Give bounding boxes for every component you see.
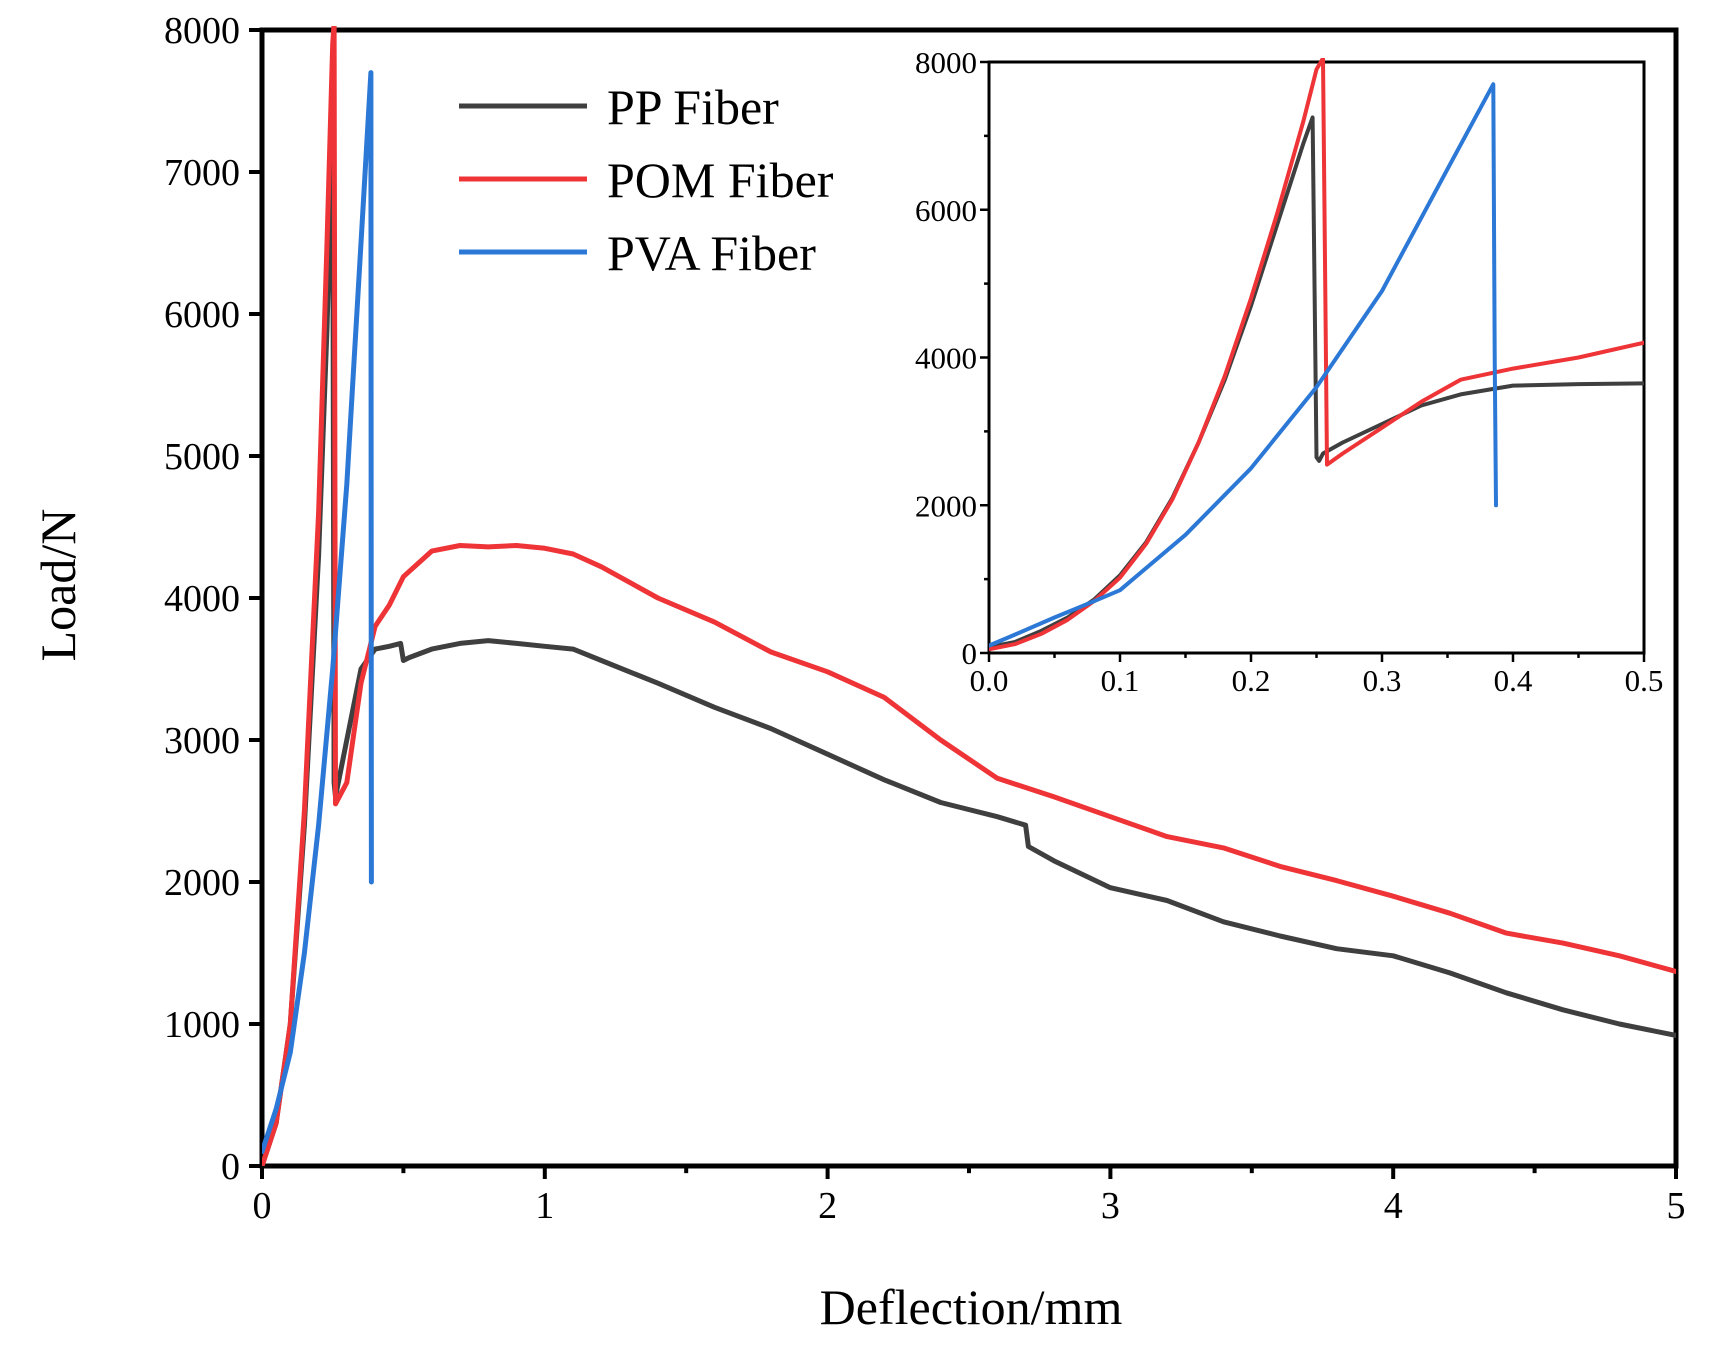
main-y-tick-label: 1000 bbox=[164, 1004, 240, 1046]
main-y-tick-label: 7000 bbox=[164, 152, 240, 194]
inset-y-tick-label: 8000 bbox=[915, 45, 977, 80]
legend-label-pva-fiber: PVA Fiber bbox=[607, 225, 816, 281]
inset-series-pva-fiber bbox=[989, 82, 1498, 648]
main-x-tick-label: 1 bbox=[535, 1185, 554, 1227]
inset-y-tick-label: 2000 bbox=[915, 488, 977, 523]
inset-x-tick-label: 0.4 bbox=[1494, 663, 1533, 698]
main-series-pva-fiber bbox=[262, 70, 374, 1155]
legend-label-pom-fiber: POM Fiber bbox=[607, 152, 834, 208]
main-y-tick-label: 6000 bbox=[164, 294, 240, 336]
legend: PP Fiber POM Fiber PVA Fiber bbox=[459, 79, 834, 281]
inset-plot: 0.0 0.1 0.2 0.3 0.4 0.5 0 2000 4000 6000 8000 bbox=[915, 45, 1663, 698]
inset-series-group bbox=[989, 58, 1644, 652]
inset-y-tick-label: 6000 bbox=[915, 193, 977, 228]
y-axis-title: Load/N bbox=[30, 509, 86, 662]
inset-x-tick-label: 0.1 bbox=[1101, 663, 1140, 698]
inset-x-tick-label: 0.3 bbox=[1363, 663, 1402, 698]
inset-x-tick-label: 0.2 bbox=[1232, 663, 1271, 698]
main-y-tick-label: 8000 bbox=[164, 10, 240, 52]
main-x-tick-label: 2 bbox=[818, 1185, 837, 1227]
main-x-tick-label: 0 bbox=[253, 1185, 272, 1227]
main-y-tick-label: 0 bbox=[221, 1146, 240, 1188]
main-y-tick-label: 4000 bbox=[164, 578, 240, 620]
main-y-tick-label: 5000 bbox=[164, 436, 240, 478]
main-x-tick-label: 3 bbox=[1101, 1185, 1120, 1227]
main-y-tick-label: 3000 bbox=[164, 720, 240, 762]
inset-x-tick-label: 0.0 bbox=[970, 663, 1009, 698]
inset-y-tick-label: 0 bbox=[962, 636, 978, 671]
main-x-tick-label: 5 bbox=[1667, 1185, 1686, 1227]
main-series-group bbox=[262, 26, 1676, 1166]
inset-series-pom-fiber bbox=[989, 58, 1644, 652]
legend-label-pp-fiber: PP Fiber bbox=[607, 79, 779, 135]
main-series-pom-fiber bbox=[262, 26, 1676, 1166]
x-axis-title: Deflection/mm bbox=[820, 1279, 1123, 1335]
inset-y-tick-label: 4000 bbox=[915, 341, 977, 376]
inset-x-tick-label: 0.5 bbox=[1625, 663, 1664, 698]
main-y-tick-label: 2000 bbox=[164, 862, 240, 904]
main-x-tick-label: 4 bbox=[1384, 1185, 1403, 1227]
